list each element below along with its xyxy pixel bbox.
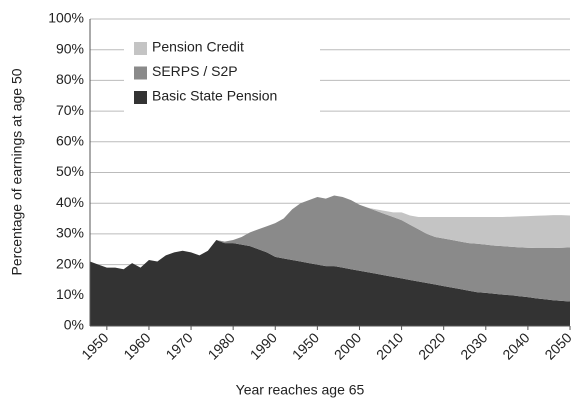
y-tick-label: 90% xyxy=(56,40,84,56)
x-tick-label: 2050 xyxy=(541,329,574,362)
area xyxy=(90,195,570,270)
legend-box xyxy=(124,36,320,112)
x-tick-label: 2010 xyxy=(373,329,406,362)
area xyxy=(90,240,570,326)
legend-swatch xyxy=(134,91,147,104)
legend-label: Basic State Pension xyxy=(152,88,277,104)
y-tick-label: 100% xyxy=(48,10,84,26)
x-tick-label: 2030 xyxy=(457,329,490,362)
y-tick-label: 10% xyxy=(56,286,84,302)
area xyxy=(90,195,570,302)
x-tick-label: 1960 xyxy=(120,329,153,362)
y-tick-label: 30% xyxy=(56,225,84,241)
x-tick-label: 1980 xyxy=(205,329,238,362)
y-tick-label: 80% xyxy=(56,71,84,87)
y-tick-label: 60% xyxy=(56,133,84,149)
y-tick-label: 50% xyxy=(56,163,84,179)
y-tick-label: 20% xyxy=(56,255,84,271)
x-tick-label: 1990 xyxy=(247,329,280,362)
y-tick-label: 0% xyxy=(64,317,84,333)
x-tick-label: 2040 xyxy=(499,329,532,362)
legend-label: SERPS / S2P xyxy=(152,63,238,79)
y-tick-label: 40% xyxy=(56,194,84,210)
x-tick-label: 2020 xyxy=(415,329,448,362)
x-tick-label: 1950 xyxy=(78,329,111,362)
y-axis-label: Percentage of earnings at age 50 xyxy=(9,68,25,275)
legend-swatch xyxy=(134,66,147,80)
x-tick-label: 1950 xyxy=(289,329,322,362)
legend-swatch xyxy=(134,42,147,55)
legend-label: Pension Credit xyxy=(152,39,244,55)
x-tick-label: 1970 xyxy=(162,329,195,362)
x-axis-label: Year reaches age 65 xyxy=(236,382,365,398)
x-tick-label: 2000 xyxy=(331,329,364,362)
y-tick-label: 70% xyxy=(56,102,84,118)
